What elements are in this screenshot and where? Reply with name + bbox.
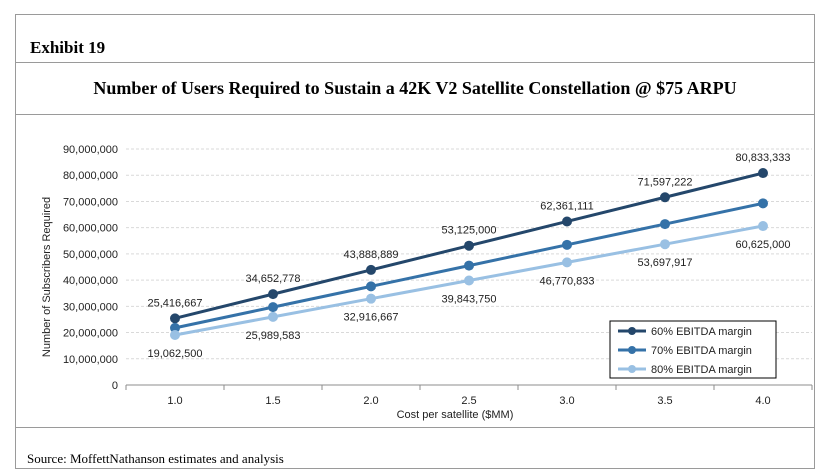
y-tick-label: 20,000,000: [63, 328, 118, 340]
y-axis-title: Number of Subscribers Required: [41, 197, 53, 357]
data-point: [758, 198, 768, 209]
chart-title: Number of Users Required to Sustain a 42…: [93, 78, 737, 98]
x-tick-label: 2.0: [363, 395, 378, 407]
data-point: [562, 239, 572, 250]
data-point: [268, 311, 278, 322]
y-tick-label: 90,000,000: [63, 144, 118, 156]
source-note: Source: MoffettNathanson estimates and a…: [27, 451, 284, 466]
x-tick-label: 2.5: [461, 395, 476, 407]
legend-marker: [628, 327, 636, 335]
x-tick-label: 3.0: [559, 395, 574, 407]
y-tick-label: 30,000,000: [63, 301, 118, 313]
x-tick-label: 1.5: [265, 395, 280, 407]
data-label: 60,625,000: [735, 239, 790, 251]
data-point: [562, 257, 572, 268]
legend-marker: [628, 346, 636, 354]
y-tick-label: 40,000,000: [63, 275, 118, 287]
data-label: 80,833,333: [735, 152, 790, 164]
y-tick-label: 70,000,000: [63, 196, 118, 208]
legend-label: 80% EBITDA margin: [651, 364, 752, 376]
data-label: 34,652,778: [245, 273, 300, 285]
data-label: 25,416,667: [147, 297, 202, 309]
data-point: [366, 281, 376, 292]
data-point: [366, 264, 376, 275]
y-tick-label: 80,000,000: [63, 170, 118, 182]
data-point: [170, 322, 180, 333]
legend-label: 70% EBITDA margin: [651, 345, 752, 357]
data-point: [758, 221, 768, 232]
data-point: [660, 219, 670, 230]
data-label: 53,697,917: [637, 257, 692, 269]
y-tick-label: 50,000,000: [63, 249, 118, 261]
exhibit-header: Exhibit 19: [16, 15, 814, 63]
data-label: 25,989,583: [245, 330, 300, 342]
legend-marker: [628, 365, 636, 373]
data-label: 19,062,500: [147, 348, 202, 360]
chart-title-bar: Number of Users Required to Sustain a 42…: [16, 63, 814, 115]
exhibit-label: Exhibit 19: [30, 38, 106, 57]
data-label: 39,843,750: [441, 294, 496, 306]
y-tick-label: 60,000,000: [63, 223, 118, 235]
data-point: [464, 240, 474, 251]
data-label: 53,125,000: [441, 225, 496, 237]
data-point: [268, 302, 278, 313]
x-tick-label: 3.5: [657, 395, 672, 407]
y-tick-label: 0: [112, 380, 118, 392]
x-tick-label: 1.0: [167, 395, 182, 407]
data-point: [660, 192, 670, 203]
data-point: [464, 260, 474, 271]
data-point: [170, 313, 180, 324]
data-label: 32,916,667: [343, 312, 398, 324]
y-tick-label: 10,000,000: [63, 354, 118, 366]
data-point: [268, 289, 278, 300]
data-label: 43,888,889: [343, 249, 398, 261]
exhibit-frame: Exhibit 19 Number of Users Required to S…: [15, 14, 815, 469]
data-point: [366, 293, 376, 304]
data-point: [758, 168, 768, 179]
data-point: [660, 239, 670, 250]
data-label: 71,597,222: [637, 176, 692, 188]
data-point: [464, 275, 474, 286]
legend-label: 60% EBITDA margin: [651, 326, 752, 338]
source-footer: Source: MoffettNathanson estimates and a…: [16, 427, 814, 469]
data-label: 62,361,111: [540, 200, 593, 212]
data-point: [562, 216, 572, 227]
data-label: 46,770,833: [539, 275, 594, 287]
x-axis-title: Cost per satellite ($MM): [397, 409, 514, 421]
data-point: [170, 330, 180, 341]
x-tick-label: 4.0: [755, 395, 770, 407]
